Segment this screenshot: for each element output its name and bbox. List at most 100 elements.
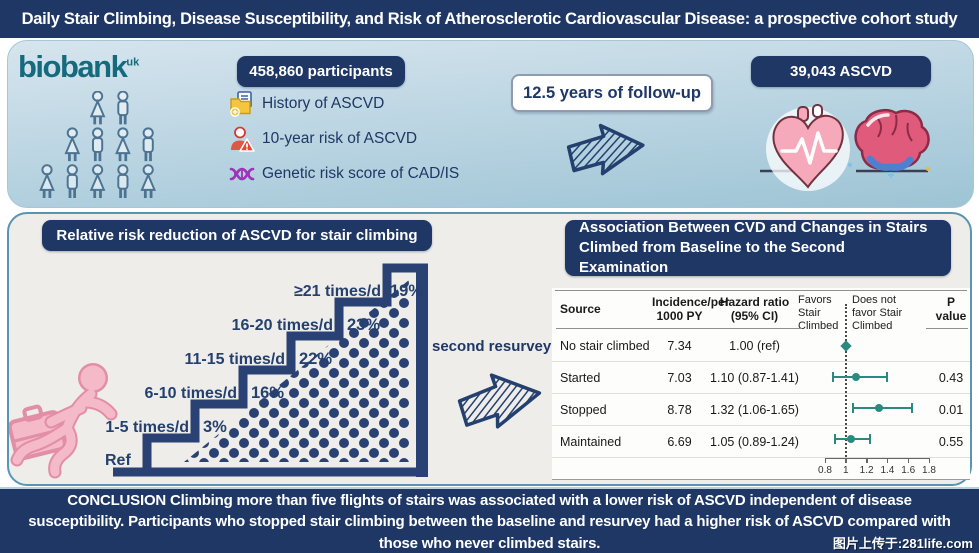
- header-underline-right: [926, 328, 968, 329]
- hr-axis: [825, 458, 929, 459]
- resurvey-arrow-icon: [457, 373, 542, 429]
- header-hazard-ratio: Hazard ratio (95% CI): [707, 295, 802, 324]
- table-header-row: Source Incidence/per 1000 PY Hazard rati…: [552, 292, 970, 328]
- document-folder-icon: [230, 91, 252, 117]
- population-pyramid-icon: [39, 91, 156, 200]
- row-incidence: 6.69: [667, 434, 692, 449]
- hr-axis-tick: [866, 458, 868, 463]
- followup-label: 12.5 years of follow-up: [523, 83, 701, 102]
- table-row: Started 7.03 1.10 (0.87-1.41) 0.43: [552, 362, 970, 394]
- favors-label: Favors Stair Climbed: [798, 294, 842, 334]
- brain-icon: [847, 109, 930, 178]
- participants-count-box: 458,860 participants: [237, 56, 405, 87]
- hr-axis-tick-label: 1.4: [880, 465, 895, 476]
- table-top-rule: [555, 290, 967, 291]
- hr-axis-tick: [907, 458, 910, 463]
- row-hazard-ratio: 1.10 (0.87-1.41): [710, 370, 799, 385]
- header-source: Source: [560, 302, 601, 317]
- header-underline-left: [556, 328, 802, 329]
- outcome-count-box: 39,043 ASCVD: [751, 56, 931, 87]
- not-favors-label: Does not favor Stair Climbed: [852, 294, 926, 334]
- title-bar: Daily Stair Climbing, Disease Susceptibi…: [0, 0, 979, 38]
- header-incidence-line1: Incidence/per: [652, 295, 730, 310]
- resurvey-label: second resurvey: [432, 338, 552, 355]
- cohort-item-genetic: Genetic risk score of CAD/IS: [229, 160, 459, 188]
- header-incidence-line2: 1000 PY: [656, 309, 703, 323]
- header-hr-line1: Hazard ratio: [719, 295, 790, 310]
- forest-title: Association Between CVD and Changes in S…: [579, 218, 928, 277]
- stair-chart: Ref 1-5 times/d 3% 6-10 times/d 16% 11-1…: [9, 263, 428, 479]
- favors-line3: Climbed: [798, 320, 839, 333]
- cohort-item-history-label: History of ASCVD: [262, 95, 385, 112]
- person-warning-icon: [231, 126, 255, 152]
- step-label-5: ≥21 times/d: [294, 283, 381, 300]
- cohort-item-history: History of ASCVD: [229, 90, 384, 118]
- step-label-1: 1-5 times/d: [105, 419, 189, 436]
- hr-axis-tick-label: 1.8: [922, 465, 936, 476]
- ref-label: Ref: [105, 452, 131, 469]
- biobank-logo-sup: uk: [126, 56, 140, 69]
- dots-fill: [184, 280, 409, 462]
- dna-icon: [229, 167, 255, 181]
- participants-count: 458,860 participants: [249, 63, 393, 80]
- cohort-item-genetic-label: Genetic risk score of CAD/IS: [262, 165, 460, 182]
- step-pct-2: 16%: [251, 384, 284, 402]
- row-incidence: 8.78: [667, 402, 692, 417]
- flow-arrow-icon: [566, 123, 645, 176]
- row-p-value: 0.55: [938, 434, 964, 449]
- not-favors-line3: Climbed: [852, 320, 893, 333]
- header-incidence: Incidence/per 1000 PY: [652, 295, 730, 324]
- row-hazard-ratio: 1.32 (1.06-1.65): [710, 402, 799, 417]
- watermark: 图片上传于:281life.com: [832, 536, 973, 551]
- row-source: Stopped: [560, 402, 607, 417]
- row-p-value: 0.01: [938, 402, 964, 417]
- step-label-4: 16-20 times/d: [232, 317, 333, 334]
- row-source: Maintained: [560, 434, 622, 449]
- row-incidence: 7.03: [667, 370, 692, 385]
- biobank-logo: biobankuk: [18, 49, 139, 85]
- hr-axis-tick: [845, 458, 847, 463]
- step-label-3: 11-15 times/d: [185, 351, 286, 368]
- biobank-logo-text: biobank: [18, 49, 128, 84]
- hr-axis-tick-label: 1.2: [859, 465, 874, 476]
- heart-icon: [772, 104, 844, 189]
- row-p-value: 0.43: [938, 370, 964, 385]
- followup-box: 12.5 years of follow-up: [511, 74, 713, 112]
- favors-line2: Stair: [798, 307, 821, 320]
- step-pct-1: 3%: [203, 418, 227, 436]
- stair-chart-title: Relative risk reduction of ASCVD for sta…: [56, 227, 418, 244]
- hr-axis-tick-label: 1.6: [901, 465, 916, 476]
- not-favors-line2: favor Stair: [852, 307, 903, 320]
- conclusion-text: CONCLUSION Climbing more than five fligh…: [28, 492, 951, 552]
- row-hazard-ratio: 1.05 (0.89-1.24): [710, 434, 799, 449]
- stair-chart-title-box: Relative risk reduction of ASCVD for sta…: [42, 220, 432, 251]
- hr-axis-tick: [928, 458, 930, 463]
- favors-line1: Favors: [798, 294, 832, 306]
- step-pct-4: 23%: [347, 316, 380, 334]
- forest-table-card: Source Incidence/per 1000 PY Hazard rati…: [552, 288, 970, 480]
- hr-axis-tick-label: 1: [843, 465, 849, 476]
- forest-title-box: Association Between CVD and Changes in S…: [565, 218, 951, 277]
- conclusion-band: CONCLUSION Climbing more than five fligh…: [0, 487, 979, 553]
- heart-brain-illustration: [760, 104, 930, 191]
- table-row: Stopped 8.78 1.32 (1.06-1.65) 0.01: [552, 394, 970, 426]
- person-climbing-icon: [10, 363, 118, 479]
- header-p-value: P value: [935, 295, 967, 323]
- row-hazard-ratio: 1.00 (ref): [729, 338, 780, 353]
- step-label-2: 6-10 times/d: [145, 385, 237, 402]
- outcome-count: 39,043 ASCVD: [790, 63, 892, 80]
- hr-axis-tick: [886, 458, 889, 463]
- table-row: Maintained 6.69 1.05 (0.89-1.24) 0.55: [552, 426, 970, 458]
- table-body: No stair climbed 7.34 1.00 (ref) Started…: [552, 330, 970, 458]
- step-pct-3: 22%: [299, 350, 332, 368]
- cohort-item-risk: 10-year risk of ASCVD: [229, 125, 417, 153]
- header-hr-line2: (95% CI): [730, 309, 779, 323]
- table-row: No stair climbed 7.34 1.00 (ref): [552, 330, 970, 362]
- cohort-item-risk-label: 10-year risk of ASCVD: [262, 130, 418, 147]
- study-title: Daily Stair Climbing, Disease Susceptibi…: [21, 9, 958, 28]
- row-source: No stair climbed: [560, 338, 650, 353]
- row-source: Started: [560, 370, 601, 385]
- step-pct-5: 19%: [390, 282, 423, 300]
- staircase-outline: [142, 263, 428, 472]
